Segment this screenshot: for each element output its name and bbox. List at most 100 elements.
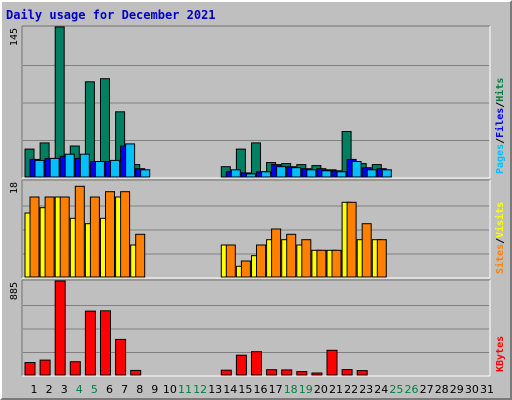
bar-sites-day-7 <box>120 191 131 278</box>
bar-pages-day-18 <box>291 167 302 178</box>
bar-pages-day-20 <box>321 170 332 178</box>
day-label: 7 <box>121 383 128 396</box>
bar-kbytes-day-4 <box>69 361 81 376</box>
bar-kbytes-day-3 <box>54 280 66 376</box>
bar-sites-day-19 <box>301 239 312 278</box>
bar-pages-day-24 <box>381 169 392 178</box>
bar-kbytes-day-22 <box>341 369 353 376</box>
legend-separator: / <box>495 102 506 108</box>
bar-sites-day-23 <box>361 223 372 278</box>
day-label: 30 <box>465 383 479 396</box>
legend: KBytes <box>495 336 506 372</box>
day-label: 11 <box>178 383 192 396</box>
bar-kbytes-day-7 <box>115 338 127 376</box>
bar-pages-day-6 <box>110 159 120 178</box>
day-label: 8 <box>136 383 143 396</box>
day-label: 12 <box>193 383 207 396</box>
chart-title: Daily usage for December 2021 <box>6 8 216 22</box>
day-label: 26 <box>405 383 419 396</box>
day-label: 29 <box>450 383 464 396</box>
bar-kbytes-day-20 <box>311 372 323 376</box>
bar-sites-day-15 <box>240 260 251 278</box>
day-axis-labels: 1 2 3 4 5 6 7 8 9 10 11 12 13 14 15 16 17 18 19 20 21 22 23 24 2… <box>31 383 495 396</box>
bar-kbytes-day-6 <box>100 310 111 376</box>
chart-panel: 885 KBytes <box>9 279 506 377</box>
y-max-label: 885 <box>9 282 20 300</box>
bar-kbytes-day-18 <box>281 369 293 376</box>
legend-item: Hits <box>494 78 506 102</box>
bar-sites-day-14 <box>225 244 236 278</box>
y-max-label: 18 <box>9 182 20 194</box>
chart-panel: 18 Sites/Visits <box>9 179 506 279</box>
bar-pages-day-21 <box>336 171 347 178</box>
chart-panels: 145Pages/Files/Hits18Sites/Visits885KByt… <box>9 25 506 377</box>
day-label: 19 <box>299 383 313 396</box>
day-label: 24 <box>374 383 388 396</box>
day-label: 3 <box>61 383 68 396</box>
bar-kbytes-day-16 <box>251 351 262 376</box>
day-label: 1 <box>31 383 38 396</box>
day-label: 16 <box>254 383 268 396</box>
bar-kbytes-day-14 <box>220 369 232 376</box>
bar-pages-day-15 <box>245 173 256 178</box>
day-label: 27 <box>420 383 434 396</box>
day-label: 25 <box>389 383 403 396</box>
bar-sites-day-21 <box>331 249 342 278</box>
bar-pages-day-1 <box>34 159 45 178</box>
bar-kbytes-day-15 <box>235 354 247 376</box>
bar-sites-day-5 <box>89 196 100 278</box>
bar-pages-day-17 <box>276 166 287 178</box>
bar-pages-day-16 <box>261 171 271 178</box>
day-label: 10 <box>163 383 177 396</box>
bar-pages-day-14 <box>230 169 241 178</box>
bar-pages-day-5 <box>94 161 105 178</box>
legend-item: KBytes <box>495 336 506 372</box>
bar-sites-day-4 <box>74 185 85 278</box>
day-label: 13 <box>208 383 222 396</box>
bar-sites-day-22 <box>346 201 357 278</box>
legend-separator: / <box>495 238 506 244</box>
bar-sites-day-1 <box>29 196 40 278</box>
bar-kbytes-day-23 <box>356 370 368 376</box>
legend-separator: / <box>495 138 506 144</box>
bar-kbytes-day-8 <box>130 369 142 376</box>
bar-sites-day-3 <box>59 196 70 278</box>
bar-sites-day-17 <box>271 228 282 278</box>
bar-sites-day-24 <box>376 239 387 278</box>
day-label: 17 <box>269 383 283 396</box>
day-label: 4 <box>76 383 83 396</box>
legend-item: Pages <box>495 144 506 174</box>
bar-sites-day-16 <box>256 244 266 278</box>
day-label: 20 <box>314 383 328 396</box>
bar-kbytes-day-21 <box>326 349 338 376</box>
bar-sites-day-2 <box>44 196 55 278</box>
legend-item: Files <box>494 108 506 138</box>
bar-kbytes-day-2 <box>39 359 51 376</box>
bar-kbytes-day-5 <box>84 310 96 376</box>
legend: Sites/Visits <box>494 202 506 274</box>
bar-sites-day-6 <box>105 191 115 278</box>
bar-pages-day-8 <box>140 169 151 178</box>
legend-item: Sites <box>494 244 506 274</box>
y-max-label: 145 <box>9 28 20 46</box>
day-label: 15 <box>238 383 252 396</box>
day-label: 6 <box>106 383 113 396</box>
day-label: 23 <box>359 383 373 396</box>
bar-pages-day-3 <box>64 153 75 178</box>
day-label: 21 <box>329 383 343 396</box>
bar-kbytes-day-19 <box>296 371 308 376</box>
bar-pages-day-7 <box>125 143 136 178</box>
bar-kbytes-day-17 <box>266 369 278 376</box>
day-label: 5 <box>91 383 98 396</box>
bar-sites-day-20 <box>316 249 327 278</box>
day-label: 9 <box>151 383 158 396</box>
day-label: 22 <box>344 383 358 396</box>
bar-pages-day-2 <box>49 157 60 178</box>
day-label: 31 <box>480 383 494 396</box>
day-label: 18 <box>284 383 298 396</box>
bar-pages-day-22 <box>351 161 362 178</box>
bar-kbytes-day-1 <box>24 362 36 376</box>
bar-hits-day-3 <box>54 26 65 178</box>
